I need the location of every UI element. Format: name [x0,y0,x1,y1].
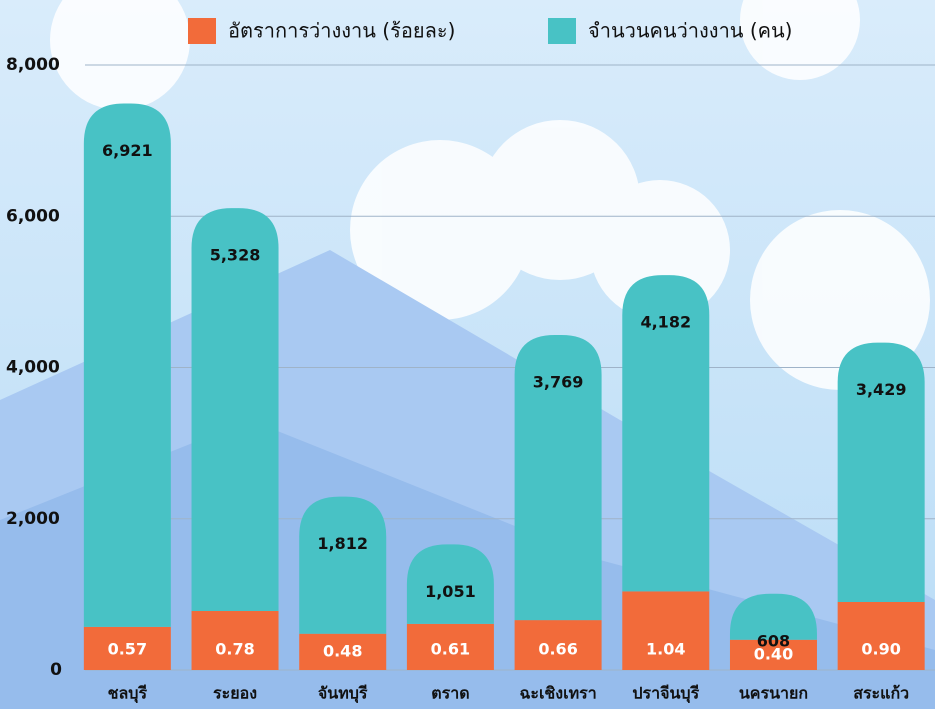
data-label: 608 [757,631,790,650]
y-tick-label: 2,000 [6,509,60,529]
y-tick-label: 6,000 [6,206,60,226]
x-tick-label: จันทบุรี [318,684,368,704]
bar-segment [83,103,171,627]
bar-segment [191,611,279,670]
bar-segment [622,275,710,592]
data-label: 0.61 [431,640,470,659]
clouds [50,0,930,390]
data-label: 3,429 [856,380,907,399]
bar-segment [83,626,171,670]
y-tick-label: 8,000 [6,55,60,75]
x-tick-label: ตราด [431,684,469,703]
x-tick-label: นครนายก [739,684,808,703]
legend: อัตราการว่างงาน (ร้อยละ) จำนวนคนว่างงาน … [188,18,792,44]
data-label: 4,182 [640,313,691,332]
data-label: 1.04 [646,640,685,659]
x-tick-label: ปราจีนบุรี [632,684,699,704]
bar-segment [406,623,494,670]
bar-segment [299,496,387,634]
bar-segment [514,620,602,670]
data-label: 0.57 [108,640,147,659]
data-label: 5,328 [210,246,261,265]
x-tick-label: สระแก้ว [853,684,909,703]
bar-segment [514,335,602,621]
data-label: 0.78 [215,640,254,659]
data-label: 0.40 [754,644,793,663]
bar-segment [837,601,925,670]
bar-segment [299,633,387,670]
y-tick-label: 0 [50,660,62,680]
legend-swatch [188,18,216,44]
legend-label: อัตราการว่างงาน (ร้อยละ) [228,19,455,43]
bar-segment [191,208,279,612]
x-tick-label: ชลบุรี [108,684,148,704]
data-label: 0.66 [538,640,577,659]
data-label: 6,921 [102,141,153,160]
legend-swatch [548,18,576,44]
data-label: 0.90 [861,640,900,659]
bar-segment [406,544,494,624]
legend-label: จำนวนคนว่างงาน (คน) [588,19,792,43]
x-tick-label: ฉะเชิงเทรา [519,684,596,703]
x-tick-label: ระยอง [213,684,257,703]
bar-segment [837,342,925,602]
data-label: 0.48 [323,641,362,660]
bar-segment [729,639,817,670]
bar-segment [729,593,817,640]
y-tick-label: 4,000 [6,358,60,378]
data-label: 1,051 [425,582,476,601]
data-label: 1,812 [317,534,368,553]
bar-segment [622,591,710,670]
data-label: 3,769 [533,373,584,392]
